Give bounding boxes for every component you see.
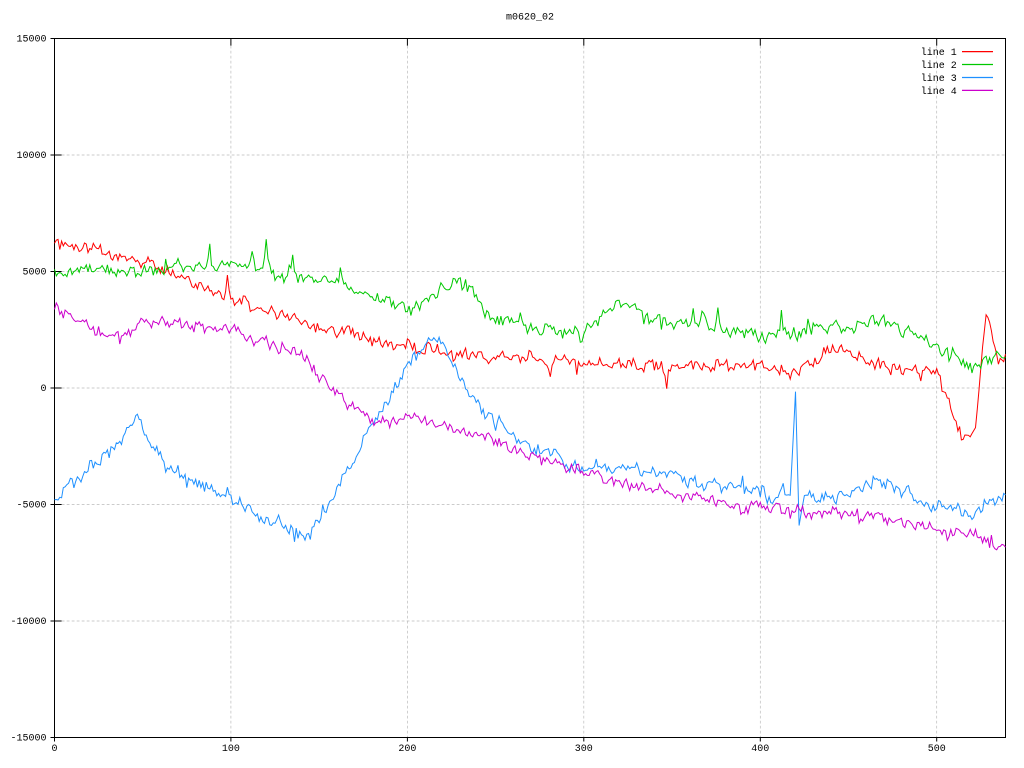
- svg-text:15000: 15000: [16, 35, 46, 46]
- svg-text:-15000: -15000: [10, 734, 46, 745]
- svg-text:5000: 5000: [22, 268, 46, 279]
- svg-text:300: 300: [575, 744, 593, 755]
- svg-text:line 2: line 2: [921, 60, 957, 72]
- svg-text:line 1: line 1: [921, 47, 957, 59]
- svg-text:500: 500: [928, 744, 946, 755]
- svg-text:line 3: line 3: [921, 73, 957, 85]
- svg-text:line 4: line 4: [921, 86, 957, 98]
- svg-text:10000: 10000: [16, 151, 46, 162]
- svg-text:400: 400: [751, 744, 769, 755]
- svg-text:-10000: -10000: [10, 617, 46, 628]
- svg-text:100: 100: [222, 744, 240, 755]
- svg-text:0: 0: [51, 744, 57, 755]
- svg-text:m0620_02: m0620_02: [506, 13, 554, 24]
- svg-text:-5000: -5000: [16, 501, 46, 512]
- svg-text:0: 0: [40, 384, 46, 395]
- svg-text:200: 200: [398, 744, 416, 755]
